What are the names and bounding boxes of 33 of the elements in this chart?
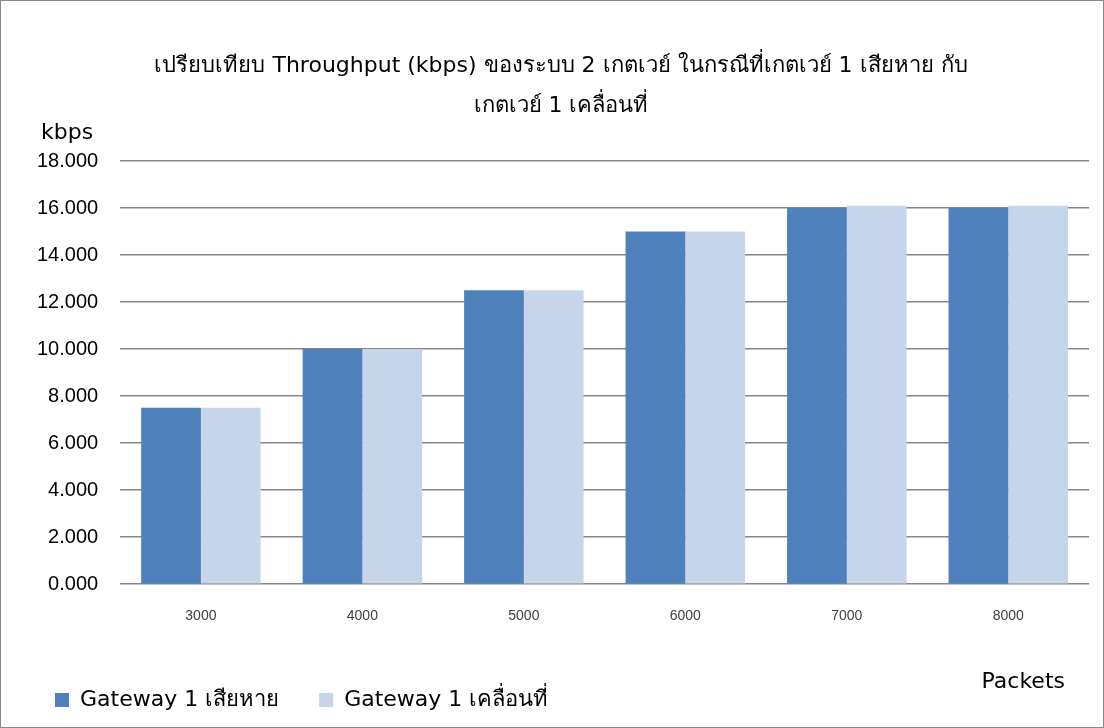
y-tick-label: 16.000 bbox=[37, 195, 99, 218]
x-tick-label: 6000 bbox=[669, 607, 702, 624]
bar bbox=[846, 205, 907, 584]
x-tick-label: 7000 bbox=[831, 607, 863, 624]
x-axis-title: Packets bbox=[981, 668, 1065, 693]
bar bbox=[200, 407, 261, 584]
bar bbox=[625, 231, 686, 584]
bar bbox=[787, 208, 847, 584]
x-tick-label: 4000 bbox=[346, 607, 379, 624]
bar bbox=[685, 231, 746, 584]
y-tick-label: 10.000 bbox=[37, 336, 99, 359]
y-tick-label: 18.000 bbox=[37, 148, 99, 171]
legend-label: Gateway 1 เคลื่อนที่ bbox=[344, 682, 549, 711]
y-tick-label: 14.000 bbox=[37, 242, 99, 265]
y-tick-label: 2.000 bbox=[48, 524, 99, 547]
bar bbox=[948, 208, 1009, 584]
x-tick-label: 8000 bbox=[992, 607, 1025, 624]
bar bbox=[302, 349, 363, 584]
bar bbox=[362, 349, 423, 584]
chart-title: เปรียบเทียบ Throughput (kbps) ของระบบ 2 เกตเวย์ ในกรณีที่เกตเวย์ 1 เสียหาย กับเกตเวย์ 1 เคลื่อนที่ bbox=[153, 48, 969, 119]
y-tick-label: 12.000 bbox=[37, 289, 99, 312]
bar bbox=[141, 407, 201, 584]
bar bbox=[523, 290, 584, 584]
y-tick-label: 6.000 bbox=[48, 430, 99, 453]
x-tick-label: 5000 bbox=[508, 607, 540, 624]
x-tick-label: 3000 bbox=[185, 607, 217, 624]
y-tick-label: 8.000 bbox=[48, 383, 99, 406]
y-axis-title: kbps bbox=[41, 119, 94, 144]
y-tick-label: 0.000 bbox=[48, 571, 99, 594]
y-tick-label: 4.000 bbox=[48, 477, 99, 500]
bar bbox=[464, 290, 524, 584]
legend-label: Gateway 1 เสียหาย bbox=[80, 685, 280, 711]
bar bbox=[1008, 205, 1069, 584]
